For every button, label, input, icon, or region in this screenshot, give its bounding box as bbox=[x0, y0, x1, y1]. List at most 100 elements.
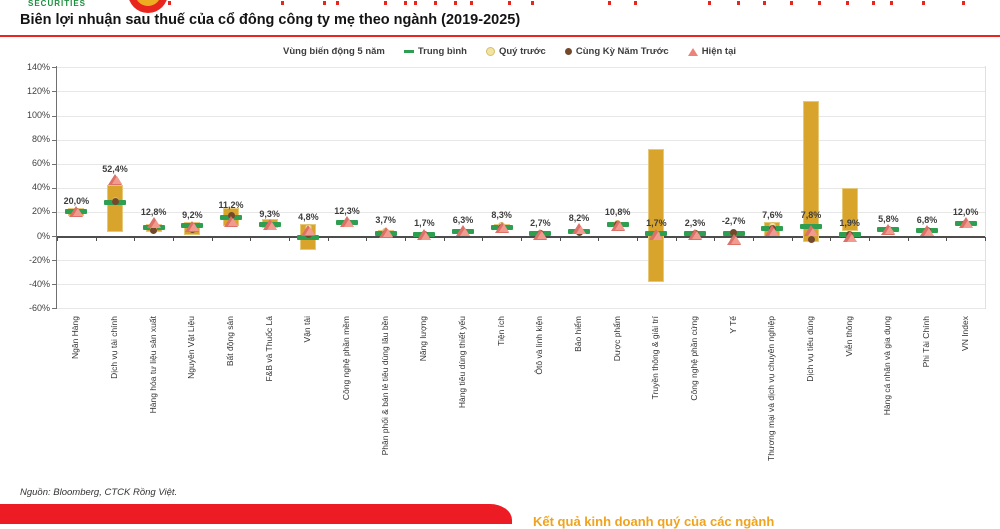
clipped-text-fragment bbox=[384, 1, 387, 5]
clipped-text-fragment bbox=[470, 1, 473, 5]
securities-logo-text: SECURITIES bbox=[28, 0, 87, 8]
clipped-text-fragment bbox=[608, 1, 611, 5]
category-axis-tick bbox=[830, 236, 832, 241]
value-label: 2,3% bbox=[684, 217, 706, 228]
category-axis-tick bbox=[907, 236, 909, 241]
category-axis-tick bbox=[366, 236, 368, 241]
value-label: 1,7% bbox=[646, 217, 667, 228]
y-axis-tick-label: -20% bbox=[28, 254, 50, 265]
y-axis-tick-label: -60% bbox=[28, 302, 50, 313]
current-triangle bbox=[340, 216, 354, 228]
current-triangle bbox=[765, 225, 780, 237]
value-label: 20,0% bbox=[63, 195, 90, 206]
clipped-text-fragment bbox=[414, 1, 417, 5]
current-triangle-fill bbox=[460, 227, 470, 236]
category-label: Phi Tài Chính bbox=[921, 316, 931, 368]
y-axis-tick-label: 120% bbox=[26, 85, 50, 96]
clipped-text-fragment bbox=[434, 1, 437, 5]
y-axis-tick bbox=[52, 284, 57, 286]
category-axis-tick bbox=[95, 236, 97, 241]
current-triangle bbox=[533, 228, 548, 240]
current-triangle-fill bbox=[73, 208, 84, 217]
value-label: 1,7% bbox=[414, 218, 435, 229]
clipped-text-fragment bbox=[168, 1, 171, 5]
category-label: F&B và Thuốc Lá bbox=[263, 316, 274, 382]
range-bar bbox=[841, 187, 858, 232]
category-label: Dịch vụ tài chính bbox=[109, 316, 119, 379]
current-triangle bbox=[69, 205, 84, 217]
clipped-text-fragment bbox=[508, 1, 511, 5]
category-axis-tick bbox=[211, 236, 213, 241]
gridline bbox=[57, 91, 985, 93]
value-label: 52,4% bbox=[102, 163, 128, 174]
current-triangle-fill bbox=[266, 221, 277, 230]
current-triangle-fill bbox=[421, 231, 432, 240]
current-triangle bbox=[417, 229, 432, 241]
legend-average-label: Trung bình bbox=[417, 46, 467, 57]
y-axis-tick-label: 100% bbox=[26, 110, 50, 120]
y-axis-tick-label: 0% bbox=[36, 230, 50, 241]
category-label: Công nghệ phần cứng bbox=[689, 316, 699, 401]
clipped-text-fragment bbox=[922, 1, 925, 5]
clipped-text-fragment bbox=[323, 1, 326, 5]
current-triangle-fill bbox=[614, 222, 625, 231]
clipped-text-fragment bbox=[404, 1, 407, 5]
category-axis-tick bbox=[675, 236, 677, 241]
value-label: 12,0% bbox=[952, 207, 979, 218]
chart-legend: Vùng biến động 5 năm Trung bình Quý trướ… bbox=[283, 46, 736, 57]
gridline bbox=[57, 67, 985, 69]
yoy-dot bbox=[111, 198, 119, 206]
yoy-dot-icon bbox=[564, 48, 572, 55]
chart-title: Biên lợi nhuận sau thuế của cổ đông công… bbox=[20, 12, 521, 28]
y-axis-tick-label: 20% bbox=[31, 206, 50, 217]
current-triangle-fill bbox=[885, 226, 896, 235]
y-axis-tick bbox=[52, 211, 57, 213]
clipped-text-fragment bbox=[281, 1, 284, 5]
category-axis-tick bbox=[753, 236, 754, 241]
footer-red-banner bbox=[0, 504, 512, 524]
value-label: 9,3% bbox=[259, 208, 280, 219]
rongviet-logo-center bbox=[135, 0, 161, 6]
range-bar bbox=[648, 149, 665, 282]
value-label: 2,7% bbox=[530, 217, 551, 228]
clipped-text-fragment bbox=[818, 1, 821, 5]
gridline bbox=[57, 139, 985, 141]
category-label: Thương mại và dịch vụ chuyên nghiệp bbox=[766, 316, 777, 461]
category-label: Hàng tiêu dùng thiết yếu bbox=[457, 316, 467, 409]
y-axis-tick-label: 40% bbox=[31, 182, 50, 193]
current-triangle bbox=[224, 215, 238, 227]
current-triangle bbox=[920, 225, 934, 237]
value-label: 12,8% bbox=[140, 207, 167, 218]
value-label: 12,3% bbox=[334, 206, 360, 217]
category-label: Ngân Hàng bbox=[70, 316, 81, 360]
yoy-dot bbox=[807, 236, 815, 244]
category-label: Phân phối & bán lẻ tiêu dùng lâu bền bbox=[379, 316, 390, 456]
gridline bbox=[57, 187, 985, 189]
value-label: 8,2% bbox=[568, 213, 590, 224]
y-axis-tick bbox=[52, 163, 57, 165]
category-axis-tick bbox=[289, 236, 290, 241]
value-label: -2,7% bbox=[721, 216, 746, 227]
y-axis-tick bbox=[52, 187, 57, 189]
yoy-dot bbox=[730, 228, 738, 236]
value-label: 4,8% bbox=[298, 211, 319, 222]
gridline bbox=[57, 163, 985, 165]
y-axis-tick bbox=[52, 308, 57, 310]
y-axis-tick-label: -40% bbox=[28, 278, 50, 289]
current-triangle bbox=[688, 228, 702, 240]
current-triangle-fill bbox=[344, 218, 354, 227]
value-label: 6,8% bbox=[916, 214, 938, 225]
clipped-text-fragment bbox=[846, 1, 849, 5]
category-label: Bất động sản bbox=[225, 316, 235, 367]
category-label: Y Tế bbox=[727, 316, 738, 334]
y-axis-tick bbox=[52, 236, 57, 237]
clipped-text-fragment bbox=[737, 1, 740, 5]
current-triangle-icon bbox=[687, 47, 698, 56]
category-label: Công nghệ phần mềm bbox=[341, 316, 351, 401]
value-label: 9,2% bbox=[182, 209, 203, 220]
category-axis-tick bbox=[405, 236, 406, 241]
category-label: Dược phẩm bbox=[611, 316, 622, 362]
current-triangle-fill bbox=[305, 227, 316, 236]
current-triangle bbox=[649, 229, 664, 241]
yoy-dot bbox=[227, 212, 235, 219]
